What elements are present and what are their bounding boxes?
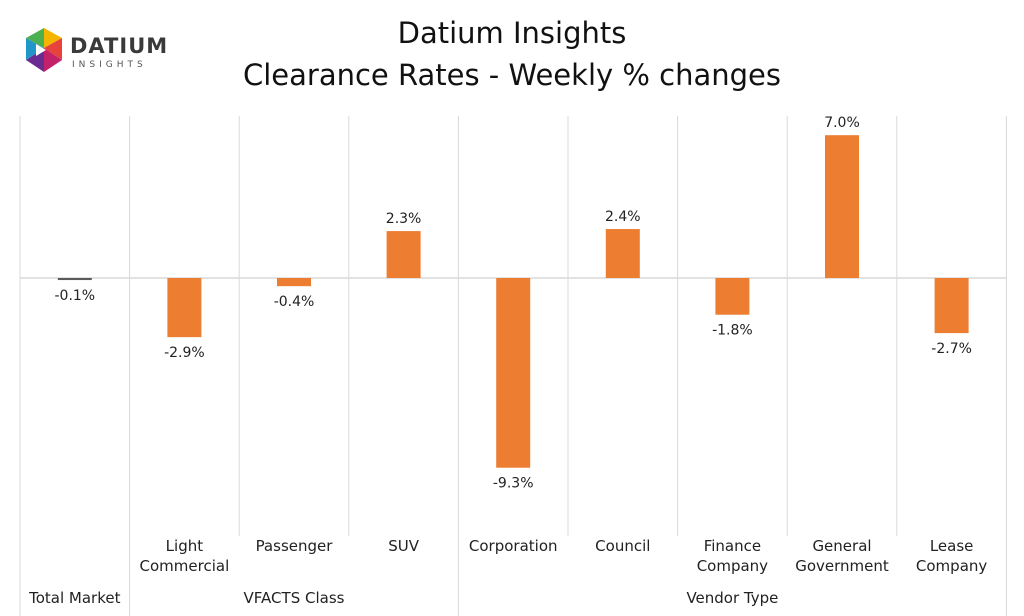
data-label: -2.9% [164, 345, 205, 361]
data-label: -2.7% [931, 341, 972, 357]
bar [715, 278, 750, 315]
data-label: 2.3% [386, 211, 422, 227]
data-label: 2.4% [605, 209, 641, 225]
group-label: Total Market [28, 589, 120, 607]
data-label: 7.0% [824, 115, 860, 131]
category-label: Commercial [140, 557, 230, 575]
bar [605, 229, 640, 278]
logo-wordmark: DATIUM [70, 34, 169, 58]
data-label: -0.1% [54, 288, 95, 304]
category-label: Finance [704, 537, 761, 555]
bar [496, 278, 531, 468]
chart-subtitle: Clearance Rates - Weekly % changes [242, 58, 781, 92]
category-label: Council [595, 537, 650, 555]
bar [167, 278, 202, 338]
category-label: Company [697, 557, 768, 575]
category-label: General [812, 537, 871, 555]
category-label: Light [166, 537, 204, 555]
category-label: Government [795, 557, 889, 575]
data-label: -0.4% [274, 294, 315, 310]
category-label: Lease [930, 537, 974, 555]
logo-mark-icon [26, 28, 62, 72]
group-label: Vendor Type [686, 589, 778, 607]
category-label: Passenger [256, 537, 334, 555]
group-label: VFACTS Class [244, 589, 345, 607]
category-label: Corporation [469, 537, 558, 555]
category-label: SUV [388, 537, 420, 555]
bar [825, 135, 859, 278]
bar [934, 278, 969, 334]
data-label: -9.3% [493, 476, 534, 492]
data-label: -1.8% [712, 323, 753, 339]
logo-subtext: INSIGHTS [72, 60, 147, 70]
datium-logo: DATIUM INSIGHTS [22, 26, 172, 82]
bar [277, 278, 311, 287]
chart-title: Datium Insights [397, 16, 627, 50]
bar [57, 278, 92, 281]
category-label: Company [916, 557, 987, 575]
bar [386, 231, 421, 278]
